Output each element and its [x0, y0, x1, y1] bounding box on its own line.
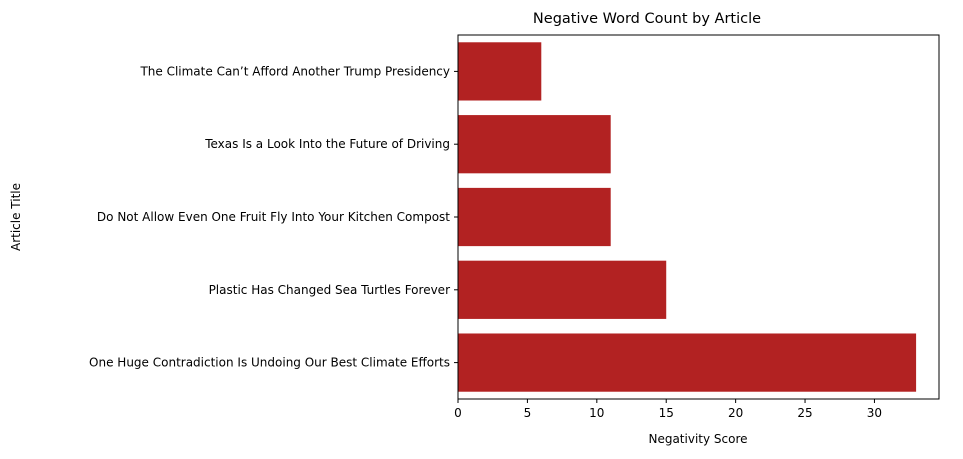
y-tick-label: The Climate Can’t Afford Another Trump P…: [139, 64, 450, 78]
y-tick-label: One Huge Contradiction Is Undoing Our Be…: [89, 356, 450, 370]
bar: [458, 42, 542, 101]
bar: [458, 260, 667, 319]
x-tick-label: 20: [728, 406, 743, 420]
x-tick-label: 5: [524, 406, 532, 420]
x-tick-label: 15: [659, 406, 674, 420]
x-tick-label: 0: [454, 406, 462, 420]
bar: [458, 115, 611, 174]
x-axis-ticks: 0 5 10 15 20 25 30: [454, 399, 882, 420]
x-tick-label: 30: [867, 406, 882, 420]
y-tick-label: Do Not Allow Even One Fruit Fly Into You…: [97, 210, 450, 224]
x-axis-label: Negativity Score: [648, 432, 747, 446]
chart-title: Negative Word Count by Article: [533, 11, 761, 27]
bar: [458, 333, 917, 392]
bars-group: [458, 42, 917, 392]
y-axis-label: Article Title: [9, 183, 23, 251]
y-tick-label: Plastic Has Changed Sea Turtles Forever: [209, 283, 451, 297]
y-axis-ticks: One Huge Contradiction Is Undoing Our Be…: [89, 64, 458, 370]
x-tick-label: 10: [589, 406, 604, 420]
x-tick-label: 25: [797, 406, 812, 420]
bar: [458, 187, 611, 247]
y-tick-label: Texas Is a Look Into the Future of Drivi…: [204, 137, 450, 151]
